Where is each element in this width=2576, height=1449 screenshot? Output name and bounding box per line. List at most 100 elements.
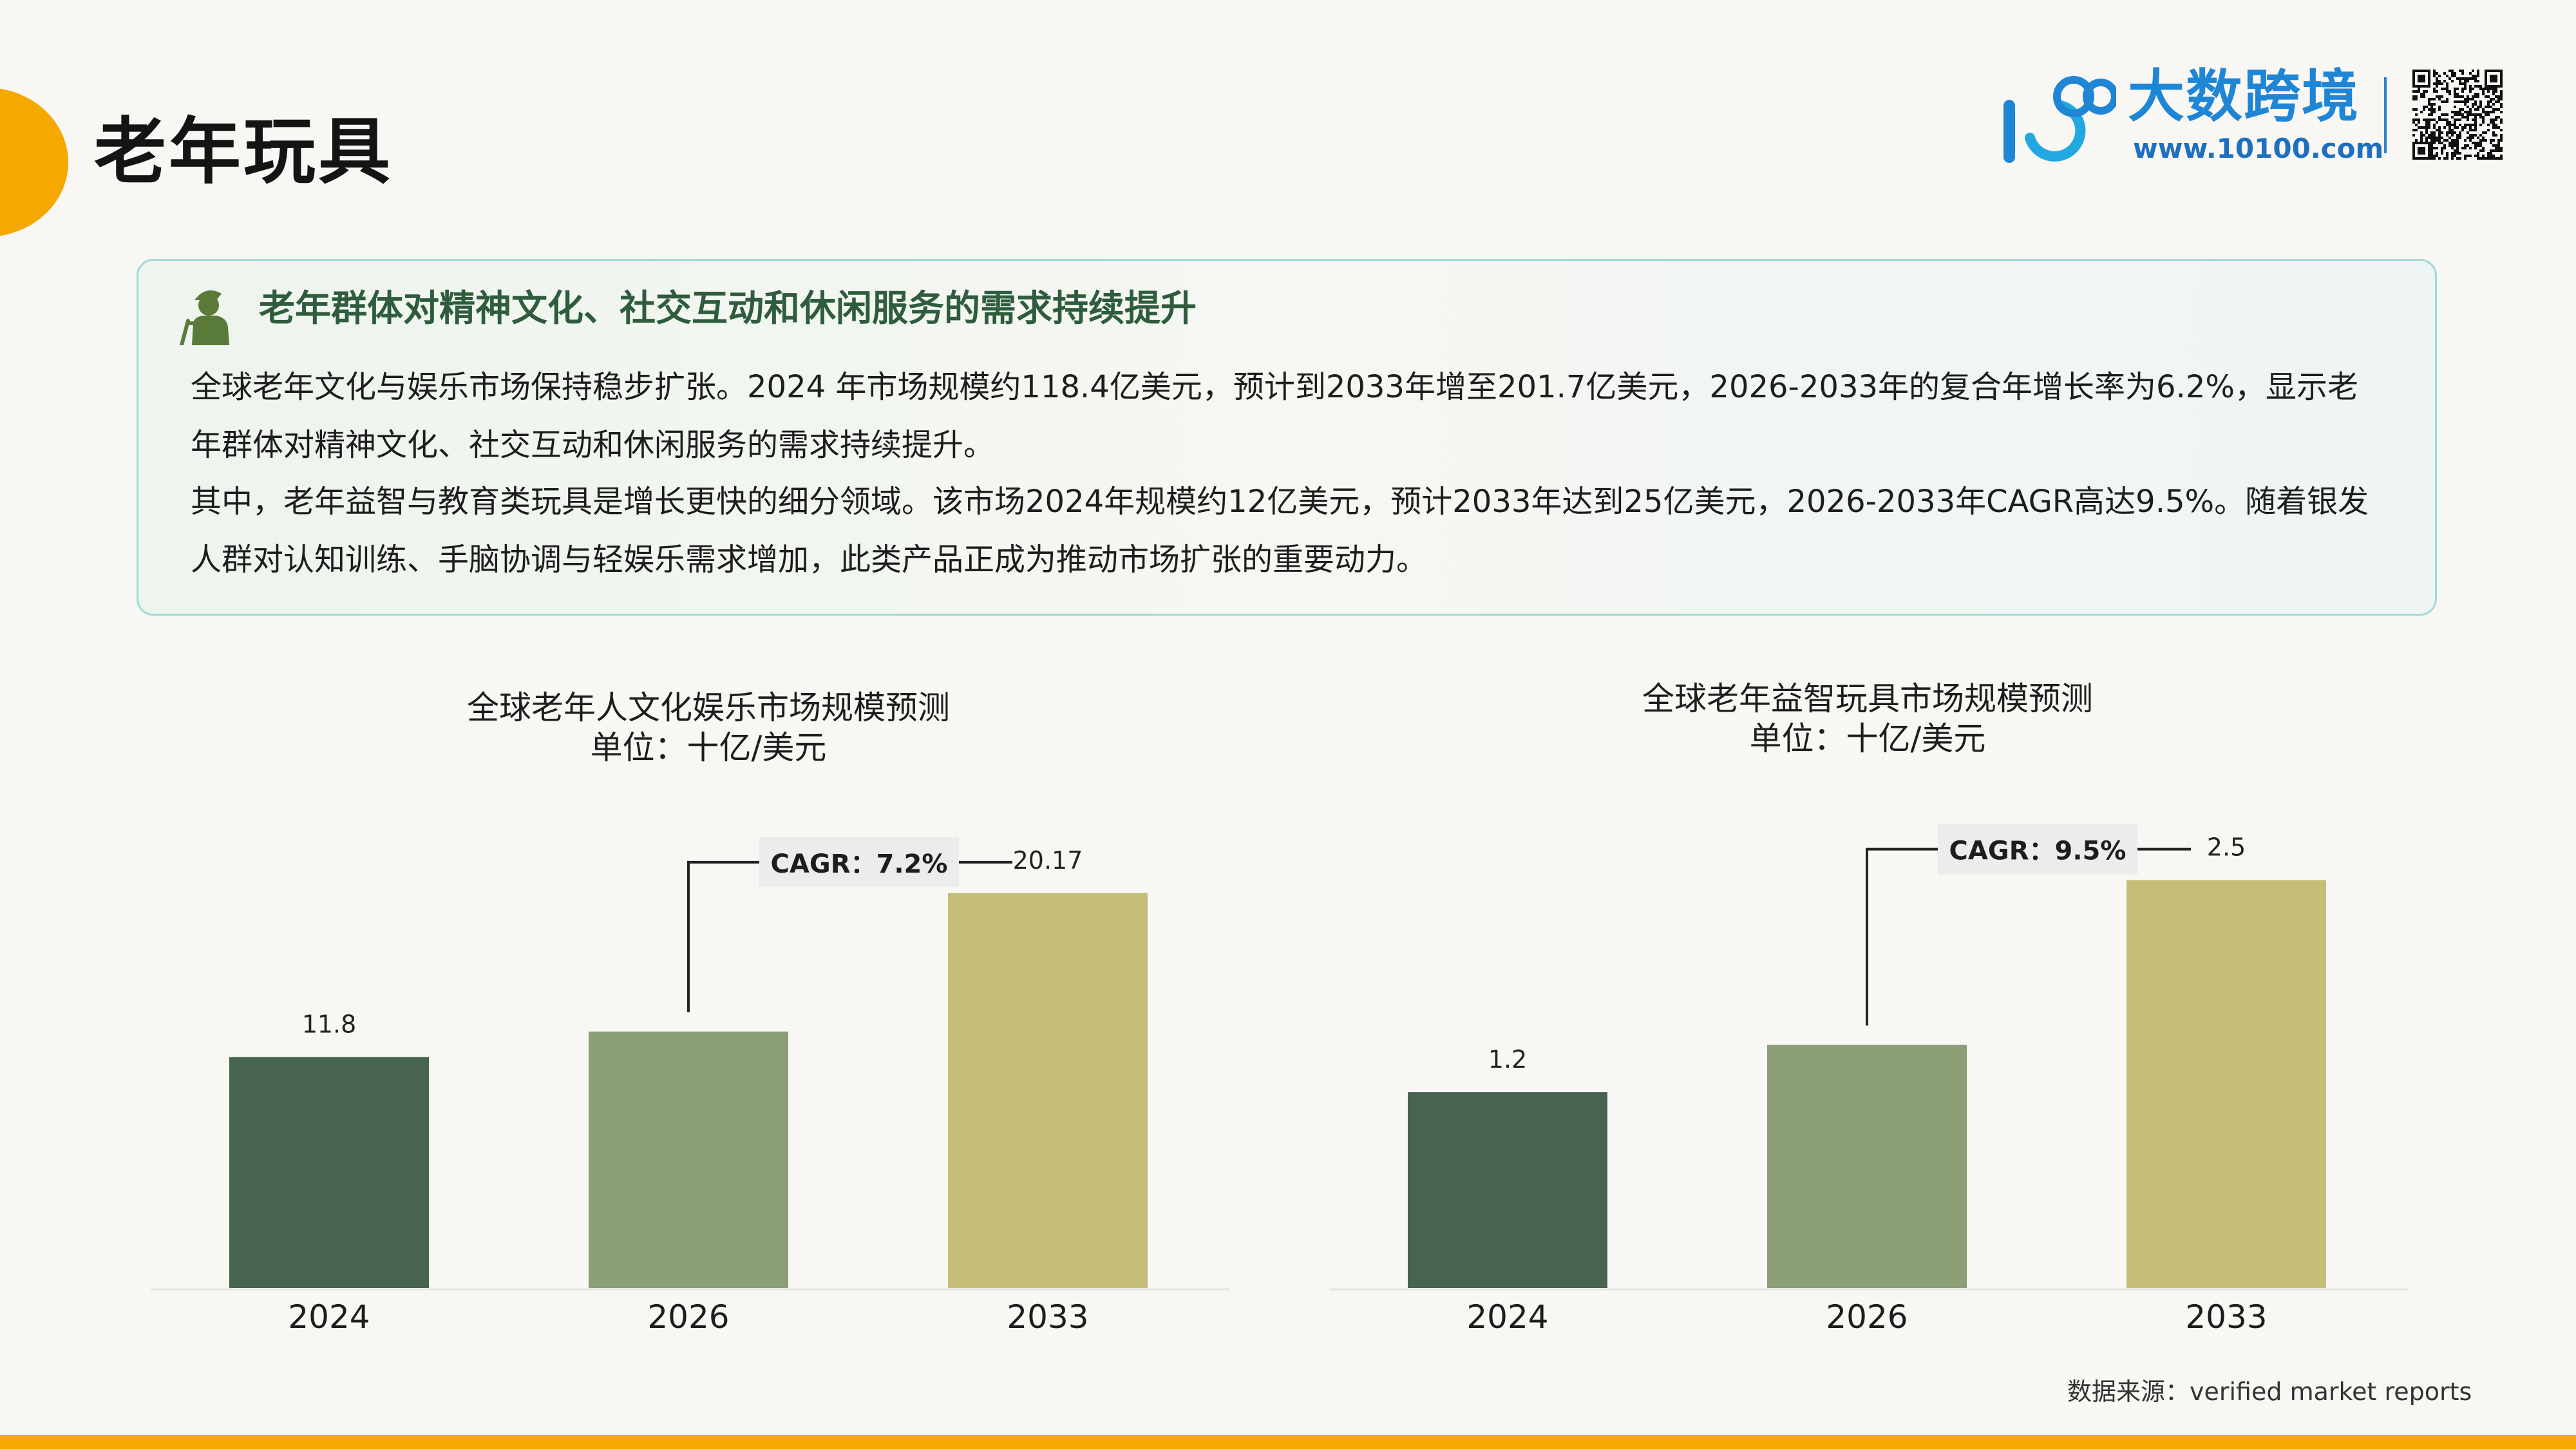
qr-module — [2430, 111, 2433, 113]
qr-module — [2492, 157, 2495, 160]
qr-module — [2456, 147, 2459, 149]
qr-module — [2492, 149, 2495, 152]
qr-module — [2490, 118, 2492, 121]
qr-module — [2415, 70, 2418, 72]
qr-module — [2487, 88, 2490, 90]
qr-module — [2436, 80, 2438, 82]
qr-module — [2474, 103, 2477, 106]
qr-module — [2454, 131, 2456, 134]
qr-module — [2443, 139, 2446, 142]
brand-url[interactable]: www.10100.com — [2133, 133, 2384, 164]
qr-module — [2451, 70, 2454, 72]
qr-module — [2497, 139, 2500, 142]
qr-module — [2500, 147, 2503, 149]
qr-module — [2495, 95, 2497, 98]
qr-module — [2467, 95, 2469, 98]
qr-module — [2500, 134, 2503, 137]
qr-module — [2464, 111, 2467, 113]
qr-module — [2490, 75, 2492, 77]
qr-module — [2485, 113, 2487, 116]
qr-module — [2482, 88, 2485, 90]
qr-module — [2474, 93, 2477, 95]
qr-module — [2492, 70, 2495, 72]
qr-code-icon[interactable] — [2412, 70, 2503, 160]
qr-module — [2436, 137, 2438, 139]
qr-module — [2448, 144, 2451, 147]
qr-module — [2438, 137, 2441, 139]
qr-module — [2467, 77, 2469, 80]
qr-module — [2433, 108, 2436, 111]
qr-module — [2474, 124, 2477, 126]
qr-module — [2495, 149, 2497, 152]
qr-module — [2418, 157, 2420, 160]
qr-module — [2446, 88, 2448, 90]
qr-module — [2474, 75, 2477, 77]
qr-module — [2454, 139, 2456, 142]
qr-module — [2459, 80, 2461, 82]
qr-module — [2474, 129, 2477, 131]
qr-module — [2482, 149, 2485, 152]
qr-module — [2443, 72, 2446, 75]
qr-module — [2469, 139, 2472, 142]
qr-module — [2425, 121, 2428, 124]
qr-module — [2456, 93, 2459, 95]
qr-module — [2500, 121, 2503, 124]
chart-1-x-tick-label: 2026 — [647, 1298, 729, 1336]
qr-module — [2438, 95, 2441, 98]
qr-module — [2454, 124, 2456, 126]
qr-module — [2477, 93, 2479, 95]
qr-module — [2474, 118, 2477, 121]
qr-module — [2495, 124, 2497, 126]
qr-module — [2479, 103, 2482, 106]
qr-module — [2490, 98, 2492, 100]
qr-module — [2418, 149, 2420, 152]
qr-module — [2469, 147, 2472, 149]
qr-module — [2500, 82, 2503, 85]
qr-module — [2500, 155, 2503, 157]
qr-module — [2441, 137, 2443, 139]
qr-module — [2492, 118, 2495, 121]
qr-module — [2485, 77, 2487, 80]
qr-module — [2451, 144, 2454, 147]
qr-module — [2412, 80, 2415, 82]
qr-module — [2500, 70, 2503, 72]
bottom-accent-bar — [0, 1435, 2576, 1449]
qr-module — [2467, 144, 2469, 147]
qr-module — [2492, 144, 2495, 147]
qr-module — [2474, 113, 2477, 116]
qr-module — [2415, 118, 2418, 121]
qr-module — [2438, 98, 2441, 100]
qr-module — [2441, 149, 2443, 152]
brand-name: 大数跨境 — [2128, 63, 2360, 129]
qr-module — [2485, 85, 2487, 88]
qr-module — [2487, 100, 2490, 103]
qr-module — [2474, 126, 2477, 129]
chart-1-svg: 2024 11.8 2026 2033 20.17 CAGR：7.2% — [151, 837, 1230, 1336]
qr-module — [2492, 121, 2495, 124]
qr-module — [2438, 118, 2441, 121]
qr-module — [2464, 100, 2467, 103]
qr-module — [2467, 137, 2469, 139]
qr-module — [2430, 134, 2433, 137]
brand-logo[interactable]: 大数跨境 www.10100.com — [1990, 67, 2505, 170]
qr-module — [2423, 75, 2425, 77]
qr-module — [2495, 126, 2497, 129]
qr-module — [2474, 155, 2477, 157]
qr-module — [2446, 100, 2448, 103]
qr-module — [2433, 124, 2436, 126]
qr-module — [2495, 108, 2497, 111]
qr-module — [2490, 77, 2492, 80]
qr-module — [2420, 152, 2423, 155]
qr-module — [2456, 126, 2459, 129]
qr-module — [2430, 147, 2433, 149]
qr-module — [2428, 113, 2430, 116]
chart-1-bar — [229, 1057, 429, 1288]
qr-module — [2443, 100, 2446, 103]
qr-module — [2461, 113, 2464, 116]
qr-module — [2456, 144, 2459, 147]
qr-module — [2472, 103, 2474, 106]
qr-module — [2477, 106, 2479, 108]
qr-module — [2423, 118, 2425, 121]
qr-module — [2423, 85, 2425, 88]
qr-module — [2497, 85, 2500, 88]
